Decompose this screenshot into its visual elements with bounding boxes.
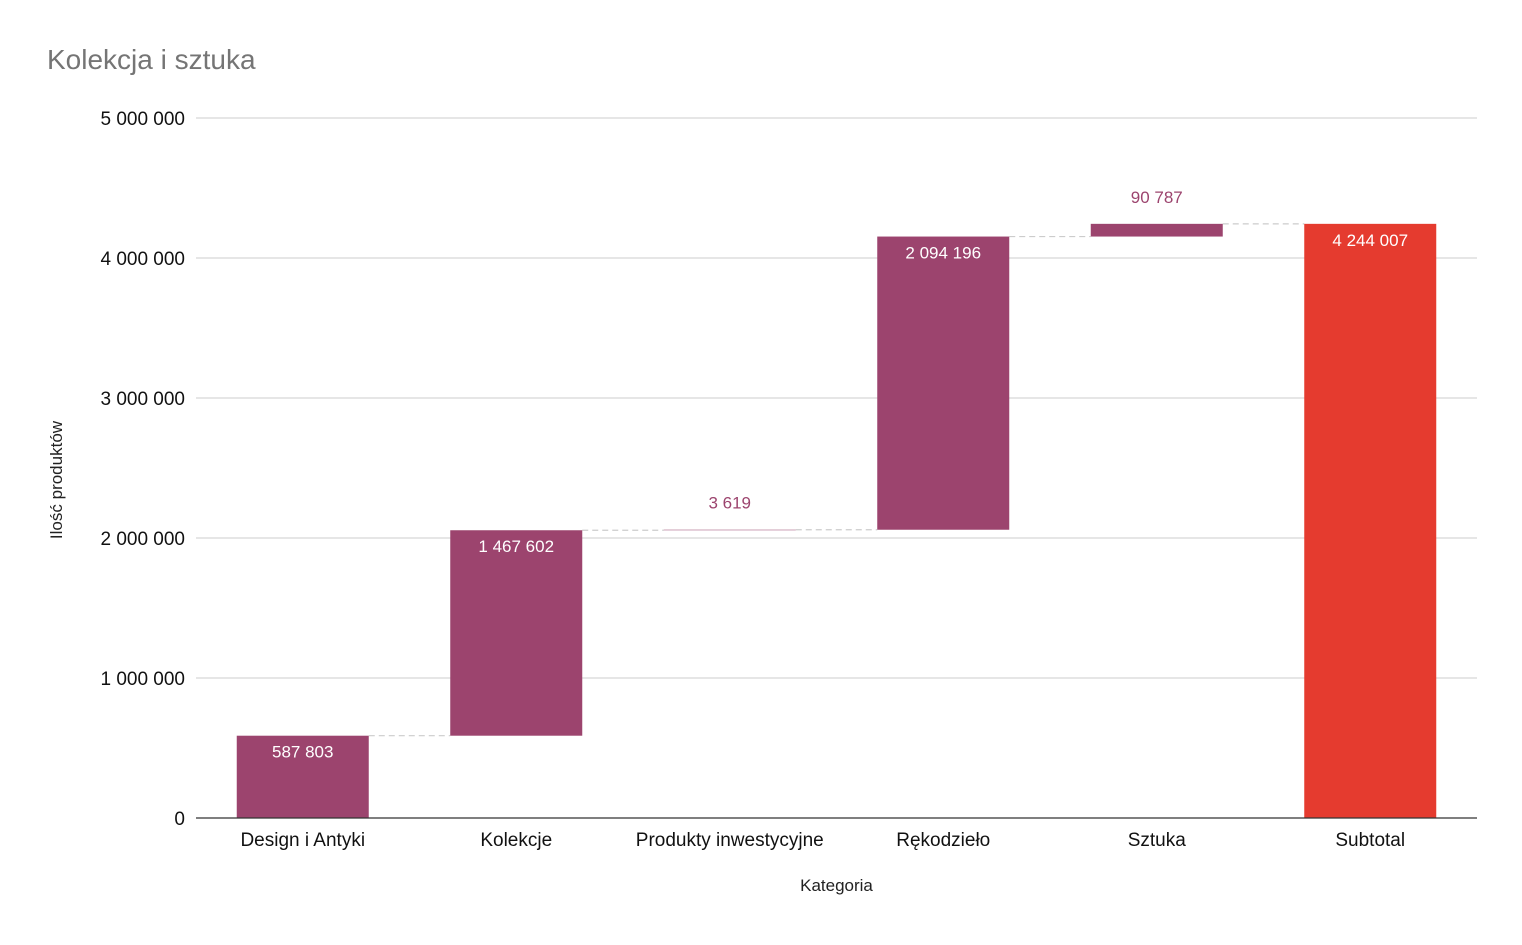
- data-labels: 587 803 1 467 602 3 619 2 094 196 90 787 4 24…: [272, 188, 1408, 762]
- x-tick-label: Kolekcje: [480, 830, 552, 851]
- data-label: 4 244 007: [1332, 231, 1408, 250]
- chart-title: Kolekcja i sztuka: [47, 44, 256, 75]
- y-tick-label: 4 000 000: [100, 249, 185, 270]
- y-tick-label: 5 000 000: [100, 109, 185, 130]
- x-tick-label: Subtotal: [1335, 830, 1405, 851]
- data-label: 90 787: [1131, 188, 1183, 207]
- data-label: 587 803: [272, 743, 333, 762]
- y-tick-label: 3 000 000: [100, 389, 185, 410]
- x-tick-label: Rękodzieło: [896, 830, 990, 851]
- connectors: [368, 223, 1305, 737]
- waterfall-bar: [236, 735, 369, 818]
- bars: [236, 223, 1437, 819]
- data-label: 3 619: [708, 494, 751, 513]
- waterfall-bar: [663, 529, 796, 531]
- waterfall-bar: [1090, 223, 1223, 237]
- data-label: 1 467 602: [478, 537, 554, 556]
- x-tick-label: Produkty inwestycyjne: [636, 830, 824, 851]
- x-tick-label: Design i Antyki: [240, 830, 365, 851]
- waterfall-bar: [877, 236, 1010, 530]
- waterfall-bar: [450, 530, 583, 736]
- y-tick-label: 0: [174, 809, 185, 830]
- gridlines: [196, 117, 1477, 679]
- data-label: 2 094 196: [905, 244, 981, 263]
- y-axis-ticks: 0 1 000 000 2 000 000 3 000 000 4 000 000 5 0…: [100, 109, 185, 830]
- x-axis-ticks: Design i Antyki Kolekcje Produkty inwestyc…: [240, 830, 1405, 851]
- y-tick-label: 2 000 000: [100, 529, 185, 550]
- x-tick-label: Sztuka: [1128, 830, 1187, 851]
- waterfall-bar: [1304, 223, 1437, 819]
- y-tick-label: 1 000 000: [100, 669, 185, 690]
- y-axis-title: Ilość produktów: [47, 420, 66, 539]
- x-axis-title: Kategoria: [800, 876, 873, 895]
